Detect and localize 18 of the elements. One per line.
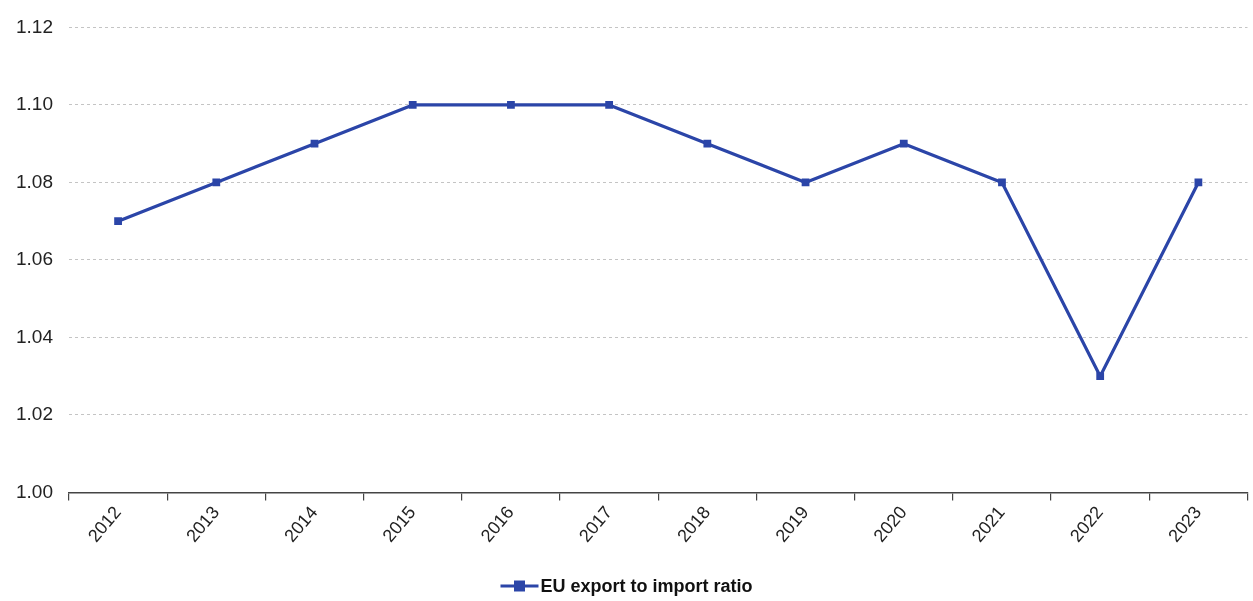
y-tick-label: 1.12 — [16, 15, 53, 37]
y-tick-label: 1.00 — [16, 480, 53, 502]
y-tick-label: 1.08 — [16, 170, 53, 192]
y-tick-label: 1.02 — [16, 403, 53, 425]
point — [507, 101, 515, 109]
y-tick-label: 1.04 — [16, 325, 54, 347]
y-tick-label: 1.06 — [16, 248, 53, 270]
point — [605, 101, 614, 109]
point — [114, 217, 122, 226]
point — [703, 139, 712, 148]
point — [899, 139, 908, 148]
point — [1096, 372, 1105, 381]
point — [408, 101, 417, 109]
legend-label: EU export to import ratio — [540, 575, 753, 596]
point — [998, 178, 1006, 187]
point — [212, 178, 221, 187]
point — [310, 139, 319, 148]
y-tick-label: 1.10 — [16, 93, 53, 115]
